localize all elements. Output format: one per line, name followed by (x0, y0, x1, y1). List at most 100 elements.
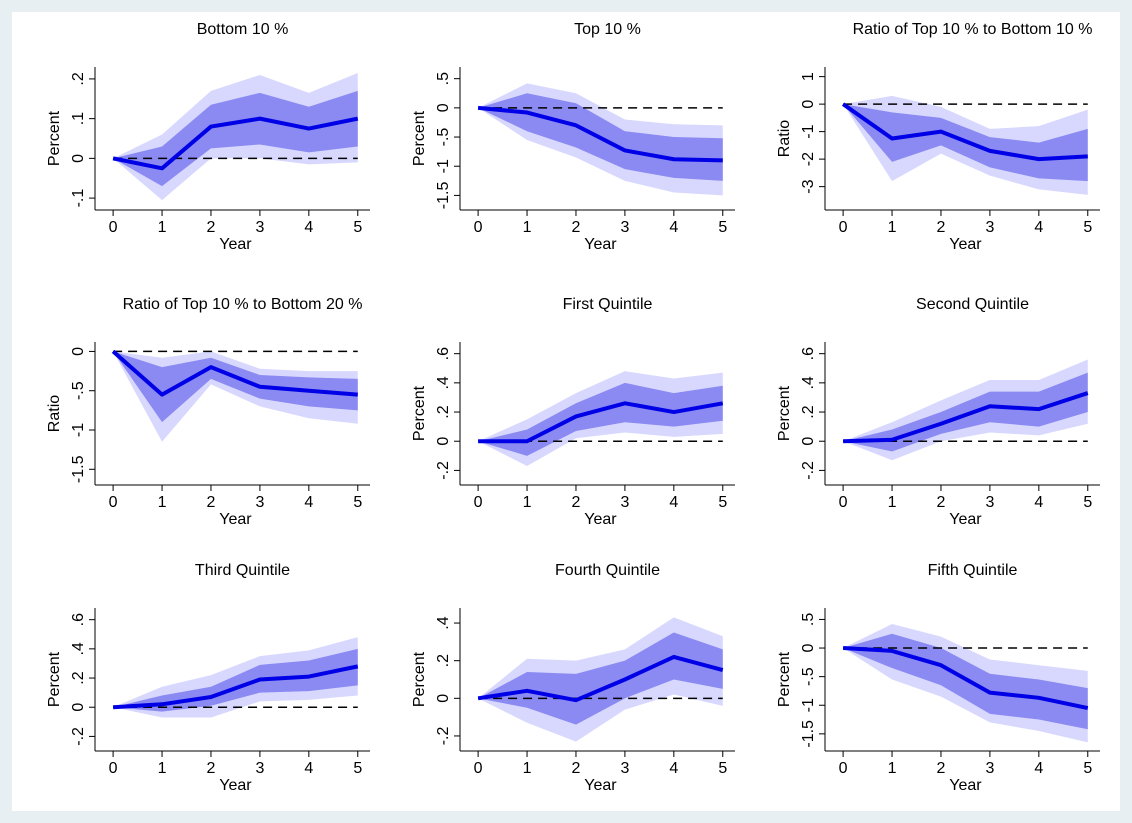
x-axis-title: Year (219, 777, 252, 794)
x-tick-label: 4 (1034, 760, 1043, 777)
x-axis-title: Year (584, 236, 617, 253)
x-tick-label: 2 (937, 760, 946, 777)
y-tick-label: .4 (435, 616, 452, 629)
x-axis-title: Year (584, 777, 617, 794)
chart-title: Fifth Quintile (928, 562, 1018, 579)
y-axis-title: Percent (46, 651, 63, 707)
x-tick-label: 1 (158, 760, 167, 777)
y-tick-label: .2 (70, 72, 87, 85)
y-axis-title: Percent (411, 651, 428, 707)
x-tick-label: 2 (572, 219, 581, 236)
response-line (112, 116, 359, 171)
x-tick-label: 3 (985, 760, 994, 777)
x-tick-label: 1 (523, 760, 532, 777)
y-tick-label: -1.5 (435, 182, 452, 210)
x-tick-label: 5 (1083, 494, 1092, 511)
y-tick-label: -.1 (70, 189, 87, 208)
chart-title: Fourth Quintile (555, 562, 660, 579)
y-tick-label: -.5 (70, 381, 87, 400)
response-line (841, 102, 1088, 162)
x-tick-label: 0 (109, 494, 118, 511)
x-tick-label: 0 (839, 760, 848, 777)
y-tick-label: 0 (800, 437, 817, 446)
chart-title: Bottom 10 % (197, 21, 289, 38)
x-tick-label: 3 (255, 494, 264, 511)
x-tick-label: 4 (304, 219, 313, 236)
confidence-band (113, 351, 358, 423)
y-tick-label: .4 (70, 642, 87, 655)
y-tick-label: .1 (70, 112, 87, 125)
x-tick-label: 5 (718, 219, 727, 236)
y-tick-label: 0 (435, 103, 452, 112)
x-tick-label: 3 (620, 494, 629, 511)
x-tick-label: 0 (109, 760, 118, 777)
y-tick-label: -1 (800, 698, 817, 712)
y-tick-label: -.5 (800, 667, 817, 686)
confidence-band (843, 633, 1088, 730)
y-axis-title: Percent (776, 385, 793, 441)
confidence-band (478, 382, 723, 456)
confidence-band (113, 90, 358, 187)
x-tick-label: 2 (207, 219, 216, 236)
y-tick-label: 0 (800, 643, 817, 652)
x-tick-label: 4 (304, 760, 313, 777)
y-tick-label: -3 (800, 179, 817, 193)
y-axis-title: Percent (776, 651, 793, 707)
y-tick-label: -.2 (800, 461, 817, 480)
x-tick-label: 1 (888, 494, 897, 511)
x-tick-label: 4 (1034, 219, 1043, 236)
x-tick-label: 5 (353, 219, 362, 236)
y-tick-label: 0 (435, 694, 452, 703)
x-axis-title: Year (949, 777, 982, 794)
confidence-band (478, 632, 723, 725)
y-tick-label: 0 (70, 347, 87, 356)
response-line (477, 654, 724, 703)
chart-title: First Quintile (563, 296, 653, 313)
x-tick-label: 4 (669, 494, 678, 511)
y-tick-label: .2 (435, 405, 452, 418)
y-axis-title: Percent (411, 385, 428, 441)
y-tick-label: -.2 (435, 461, 452, 480)
x-tick-label: 4 (1034, 494, 1043, 511)
x-tick-label: 5 (353, 494, 362, 511)
x-axis-title: Year (949, 236, 982, 253)
y-tick-label: 0 (70, 703, 87, 712)
response-line (477, 105, 723, 163)
x-axis-title: Year (219, 511, 252, 528)
x-tick-label: 0 (109, 219, 118, 236)
x-tick-label: 0 (474, 219, 483, 236)
chart-title: Second Quintile (916, 296, 1029, 313)
x-tick-label: 4 (669, 760, 678, 777)
y-tick-label: -.2 (435, 727, 452, 746)
x-tick-label: 1 (523, 494, 532, 511)
x-tick-label: 0 (474, 760, 483, 777)
y-tick-label: .6 (800, 347, 817, 360)
y-tick-label: -2 (800, 152, 817, 166)
x-tick-label: 1 (888, 760, 897, 777)
y-tick-label: 1 (800, 72, 817, 81)
y-axis-title: Ratio (46, 395, 63, 432)
y-tick-label: .6 (435, 347, 452, 360)
y-tick-label: .4 (800, 376, 817, 389)
y-tick-label: .5 (435, 72, 452, 85)
x-tick-label: 1 (888, 219, 897, 236)
x-tick-label: 0 (839, 494, 848, 511)
response-line (843, 391, 1089, 444)
y-axis-title: Percent (411, 110, 428, 166)
y-tick-label: -1.5 (70, 455, 87, 483)
y-tick-label: .4 (435, 376, 452, 389)
response-line (111, 349, 358, 397)
x-tick-label: 3 (620, 219, 629, 236)
x-axis-title: Year (949, 511, 982, 528)
y-tick-label: 0 (800, 100, 817, 109)
y-tick-label: .5 (800, 613, 817, 626)
confidence-band (113, 648, 358, 712)
x-tick-label: 0 (839, 219, 848, 236)
x-axis-title: Year (584, 511, 617, 528)
x-tick-label: 5 (353, 760, 362, 777)
y-tick-label: -1 (70, 423, 87, 437)
response-line (478, 401, 724, 444)
y-axis-title: Percent (46, 110, 63, 166)
